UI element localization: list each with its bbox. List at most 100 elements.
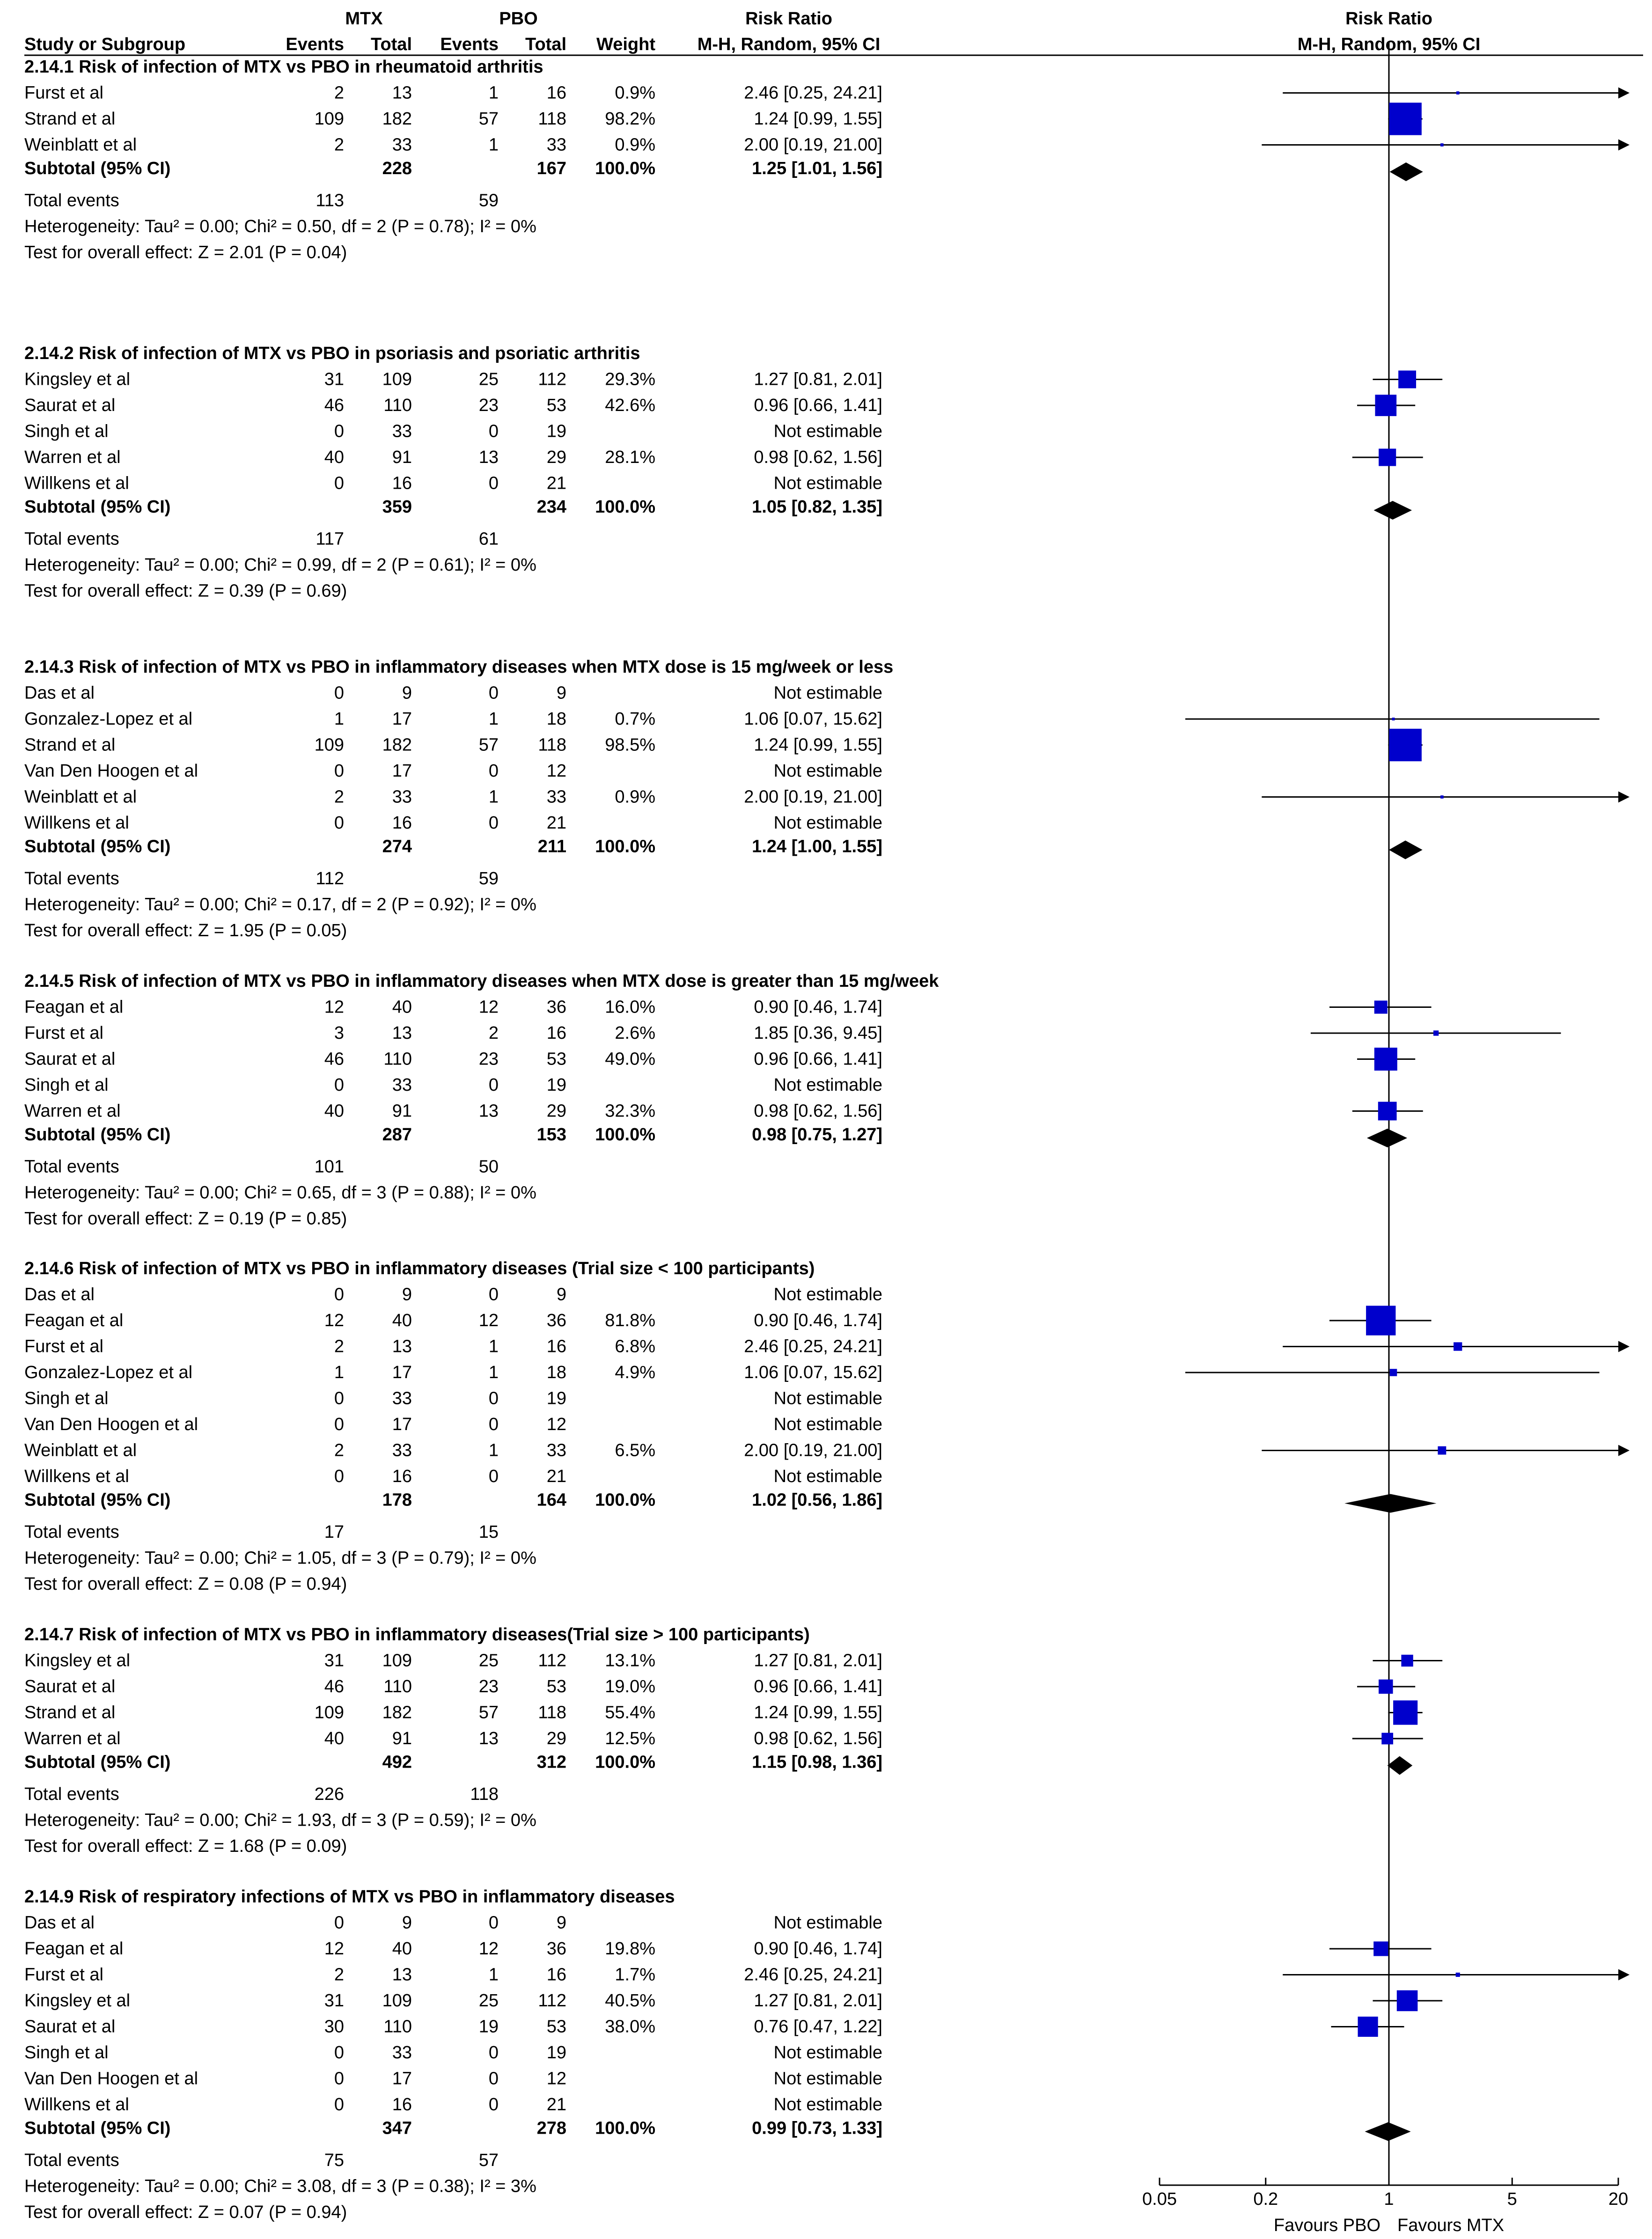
subgroup-7-study-7-name: Van Den Hoogen et al (24, 2069, 198, 2089)
subgroup-2-overall-effect: Test for overall effect: Z = 0.39 (P = 0… (24, 581, 347, 601)
subgroup-7-study-4-events-pbo: 25 (479, 1991, 499, 2011)
subgroup-5-study-5-name: Singh et al (24, 1389, 109, 1409)
subgroup-3-study-6-ci-text: Not estimable (774, 813, 882, 833)
subgroup-1-overall-effect: Test for overall effect: Z = 2.01 (P = 0… (24, 243, 347, 263)
subgroup-4-study-3-total-mtx: 110 (383, 1050, 412, 1069)
subgroup-6-study-1-total-pbo: 112 (538, 1651, 566, 1671)
subgroup-6-study-4-events-pbo: 13 (479, 1729, 499, 1748)
subgroup-2-subtotal-diamond (1373, 501, 1412, 520)
subgroup-3-study-1-total-mtx: 9 (402, 683, 412, 703)
subgroup-2-study-4-name: Warren et al (24, 448, 121, 467)
subgroup-7-study-1-events-pbo: 0 (489, 1913, 499, 1933)
subgroup-2-subtotal-total-mtx: 359 (382, 497, 412, 517)
subgroup-5-subtotal-diamond (1344, 1494, 1437, 1513)
subgroup-3-study-1-ci-text: Not estimable (774, 683, 882, 703)
subgroup-5-study-3-events-pbo: 1 (489, 1337, 499, 1357)
subgroup-3-study-2-ci-text: 1.06 [0.07, 15.62] (744, 709, 882, 729)
subgroup-4-heterogeneity: Heterogeneity: Tau² = 0.00; Chi² = 0.65,… (24, 1183, 536, 1203)
subgroup-5-study-3-events-mtx: 2 (334, 1337, 344, 1357)
subgroup-3-study-3-ci-text: 1.24 [0.99, 1.55] (754, 735, 882, 755)
subgroup-2-study-5-total-pbo: 21 (547, 474, 566, 493)
subgroup-5-study-6-events-mtx: 0 (334, 1415, 344, 1434)
subgroup-7-study-1-ci-text: Not estimable (774, 1913, 882, 1933)
subgroup-3-subtotal-weight: 100.0% (595, 837, 655, 857)
x-axis-tick-label-4: 5 (1507, 2189, 1517, 2209)
subgroup-3-study-5-weight: 0.9% (615, 787, 655, 807)
subgroup-4-study-2-total-mtx: 13 (392, 1023, 412, 1043)
subgroup-3-study-3-total-mtx: 182 (382, 735, 412, 755)
subgroup-7-study-6-name: Singh et al (24, 2043, 109, 2063)
subgroup-2-study-2-point (1375, 395, 1397, 416)
subgroup-1-study-3-ci-arrow (1618, 139, 1630, 151)
subgroup-3-study-2-weight: 0.7% (615, 709, 655, 729)
subgroup-5-study-2-total-mtx: 40 (392, 1311, 412, 1330)
subgroup-6-study-3-weight: 55.4% (605, 1703, 655, 1723)
subgroup-5-study-2-name: Feagan et al (24, 1311, 123, 1330)
subgroup-3-study-2-name: Gonzalez-Lopez et al (24, 709, 192, 729)
subgroup-7-subtotal-label: Subtotal (95% CI) (24, 2119, 170, 2138)
subgroup-2-study-2-total-pbo: 53 (547, 396, 566, 415)
subgroup-5-study-2-weight: 81.8% (605, 1311, 655, 1330)
subgroup-6-study-3-point (1393, 1700, 1418, 1725)
subgroup-6-study-3-ci-text: 1.24 [0.99, 1.55] (754, 1703, 882, 1723)
subgroup-5-study-3-ci-text: 2.46 [0.25, 24.21] (744, 1337, 882, 1357)
subgroup-7-study-2-events-pbo: 12 (479, 1939, 499, 1959)
subgroup-7-study-2-total-mtx: 40 (392, 1939, 412, 1959)
subgroup-5-study-2-events-mtx: 12 (324, 1311, 344, 1330)
subgroup-7-study-4-name: Kingsley et al (24, 1991, 130, 2011)
subgroup-1-subtotal-weight: 100.0% (595, 159, 655, 178)
subgroup-5-title: 2.14.6 Risk of infection of MTX vs PBO i… (24, 1259, 815, 1278)
subgroup-7-study-3-ci-arrow (1618, 1969, 1630, 1981)
subgroup-5-total-events-mtx: 17 (324, 1522, 344, 1542)
subgroup-4-overall-effect: Test for overall effect: Z = 0.19 (P = 0… (24, 1209, 347, 1229)
subgroup-6-study-1-point (1401, 1654, 1413, 1667)
subgroup-4-study-1-weight: 16.0% (605, 998, 655, 1017)
subgroup-1-title: 2.14.1 Risk of infection of MTX vs PBO i… (24, 57, 543, 77)
subgroup-1-study-2-ci-text: 1.24 [0.99, 1.55] (754, 109, 882, 129)
subgroup-5-study-6-total-mtx: 17 (392, 1415, 412, 1434)
subgroup-4-study-1-ci-text: 0.90 [0.46, 1.74] (754, 998, 882, 1017)
header-total-mtx: Total (371, 35, 412, 54)
subgroup-6-study-4-events-mtx: 40 (324, 1729, 344, 1748)
subgroup-5-study-4-ci-text: 1.06 [0.07, 15.62] (744, 1363, 882, 1382)
subgroup-2-study-2-events-pbo: 23 (479, 396, 499, 415)
subgroup-7-study-2-name: Feagan et al (24, 1939, 123, 1959)
subgroup-4-study-5-total-pbo: 29 (547, 1101, 566, 1121)
subgroup-3-study-2-events-pbo: 1 (489, 709, 499, 729)
subgroup-7-study-5-ci-text: 0.76 [0.47, 1.22] (754, 2017, 882, 2037)
subgroup-3-study-2-point (1392, 718, 1395, 720)
subgroup-4-study-3-name: Saurat et al (24, 1050, 115, 1069)
subgroup-1-study-3-events-pbo: 1 (489, 135, 499, 155)
subgroup-1-subtotal-ci-text: 1.25 [1.01, 1.56] (752, 159, 882, 178)
subgroup-2-study-2-name: Saurat et al (24, 396, 115, 415)
subgroup-3-study-1-total-pbo: 9 (557, 683, 566, 703)
subgroup-5-study-6-total-pbo: 12 (547, 1415, 566, 1434)
subgroup-4-total-events-label: Total events (24, 1157, 119, 1177)
subgroup-1-total-events-label: Total events (24, 191, 119, 211)
subgroup-7-study-8-total-mtx: 16 (392, 2095, 412, 2114)
subgroup-4-total-events-mtx: 101 (315, 1157, 344, 1177)
subgroup-4-study-1-total-mtx: 40 (392, 998, 412, 1017)
subgroup-7-total-events-pbo: 57 (479, 2151, 499, 2170)
subgroup-2-study-4-weight: 28.1% (605, 448, 655, 467)
subgroup-3-study-6-events-pbo: 0 (489, 813, 499, 833)
subgroup-1-study-1-ci-arrow (1618, 87, 1630, 99)
subgroup-6-study-2-events-pbo: 23 (479, 1677, 499, 1696)
subgroup-6-study-4-total-mtx: 91 (392, 1729, 412, 1748)
subgroup-7-study-4-events-mtx: 31 (324, 1991, 344, 2011)
subgroup-5-study-2-point (1366, 1306, 1396, 1336)
subgroup-6-total-events-mtx: 226 (315, 1784, 344, 1804)
subgroup-2-study-3-name: Singh et al (24, 422, 109, 441)
subgroup-4-study-4-events-pbo: 0 (489, 1075, 499, 1095)
subgroup-2-study-4-total-mtx: 91 (392, 448, 412, 467)
subgroup-2-study-1-name: Kingsley et al (24, 370, 130, 389)
subgroup-7-study-7-events-mtx: 0 (334, 2069, 344, 2089)
subgroup-7-study-4-total-pbo: 112 (538, 1991, 566, 2011)
subgroup-6-subtotal-total-mtx: 492 (382, 1753, 412, 1772)
subgroup-7-study-8-events-mtx: 0 (334, 2095, 344, 2114)
subgroup-1-study-2-weight: 98.2% (605, 109, 655, 129)
subgroup-4-study-5-point (1378, 1101, 1397, 1121)
subgroup-3-study-5-total-mtx: 33 (392, 787, 412, 807)
subgroup-3-heterogeneity: Heterogeneity: Tau² = 0.00; Chi² = 0.17,… (24, 895, 536, 915)
subgroup-5-study-8-events-pbo: 0 (489, 1467, 499, 1486)
